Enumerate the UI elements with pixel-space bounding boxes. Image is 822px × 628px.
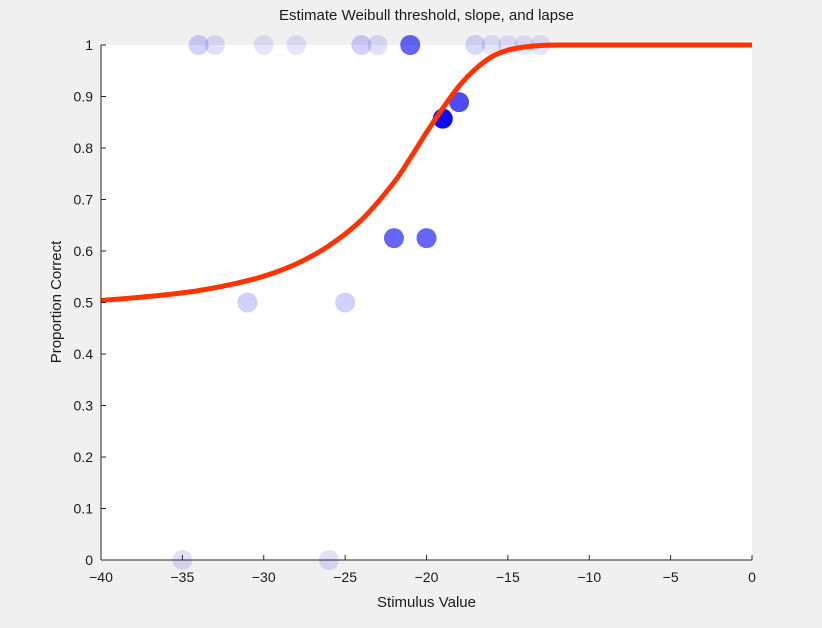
y-tick-label: 0.1 xyxy=(74,501,94,517)
x-tick-label: −40 xyxy=(89,569,113,585)
data-point xyxy=(400,35,421,55)
y-tick-label: 0.9 xyxy=(74,89,94,105)
x-axis-label: Stimulus Value xyxy=(377,594,476,611)
y-tick-label: 0.6 xyxy=(74,243,94,259)
y-ticks: 0 0.1 0.2 0.3 0.4 0.5 0.6 0.7 0.8 0.9 1 xyxy=(74,37,106,568)
x-tick-label: −30 xyxy=(252,569,276,585)
y-tick-label: 0.2 xyxy=(74,449,94,465)
data-point xyxy=(286,35,307,55)
data-point xyxy=(465,35,486,55)
plot-area xyxy=(101,45,752,560)
data-points xyxy=(172,35,551,570)
y-tick-label: 1 xyxy=(85,37,93,53)
data-point xyxy=(481,35,502,55)
data-point xyxy=(253,35,274,55)
x-tick-label: −25 xyxy=(333,569,357,585)
data-point xyxy=(204,35,225,55)
y-axis-label: Proportion Correct xyxy=(48,240,65,363)
data-point xyxy=(449,92,470,113)
x-tick-label: −20 xyxy=(415,569,439,585)
x-tick-label: −15 xyxy=(496,569,520,585)
data-point xyxy=(188,35,209,55)
x-tick-label: 0 xyxy=(748,569,756,585)
data-point xyxy=(237,292,258,313)
y-tick-label: 0 xyxy=(85,552,93,568)
data-point xyxy=(335,292,356,313)
data-point xyxy=(367,35,388,55)
x-ticks: −40 −35 −30 −25 −20 −15 −10 −5 0 xyxy=(89,555,756,585)
y-tick-label: 0.7 xyxy=(74,192,94,208)
fit-curve xyxy=(100,42,752,303)
data-point xyxy=(416,228,437,249)
data-point xyxy=(351,35,372,55)
y-tick-label: 0.5 xyxy=(74,295,94,311)
chart-title: Estimate Weibull threshold, slope, and l… xyxy=(279,7,574,24)
y-tick-label: 0.3 xyxy=(74,398,94,414)
y-tick-label: 0.4 xyxy=(74,346,94,362)
x-tick-label: −10 xyxy=(577,569,601,585)
y-tick-label: 0.8 xyxy=(74,140,94,156)
x-tick-label: −35 xyxy=(171,569,195,585)
data-point xyxy=(383,228,404,249)
x-tick-label: −5 xyxy=(663,569,679,585)
